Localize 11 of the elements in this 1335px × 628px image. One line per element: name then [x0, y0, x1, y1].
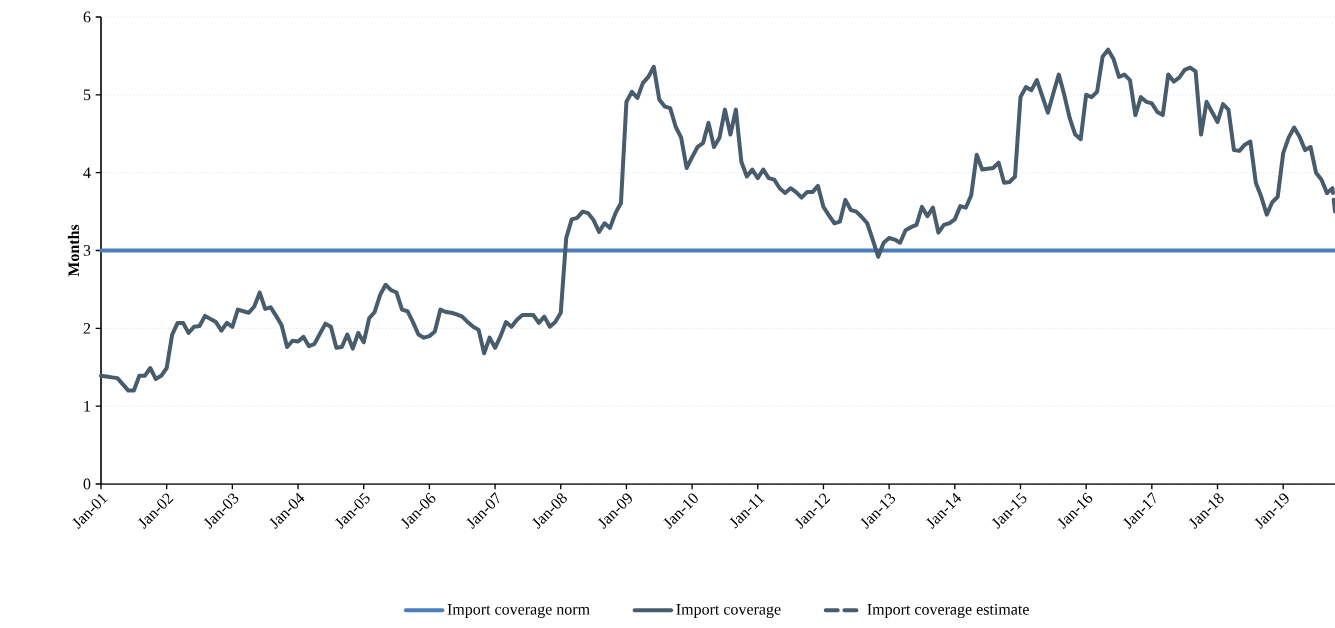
y-tick-label: 4	[83, 167, 91, 178]
y-tick-label: 6	[83, 11, 91, 23]
legend-label: Import coverage estimate	[867, 603, 1029, 619]
y-tick-label: 1	[84, 400, 91, 412]
y-tick-label: 3	[83, 245, 91, 256]
legend-label: Import coverage norm	[447, 604, 590, 618]
y-axis-title: Months	[67, 224, 80, 277]
y-tick-label: 0	[83, 478, 91, 490]
y-tick-label: 5	[83, 89, 91, 101]
y-tick-label: 2	[83, 323, 91, 334]
legend-label: Import coverage	[676, 604, 781, 618]
